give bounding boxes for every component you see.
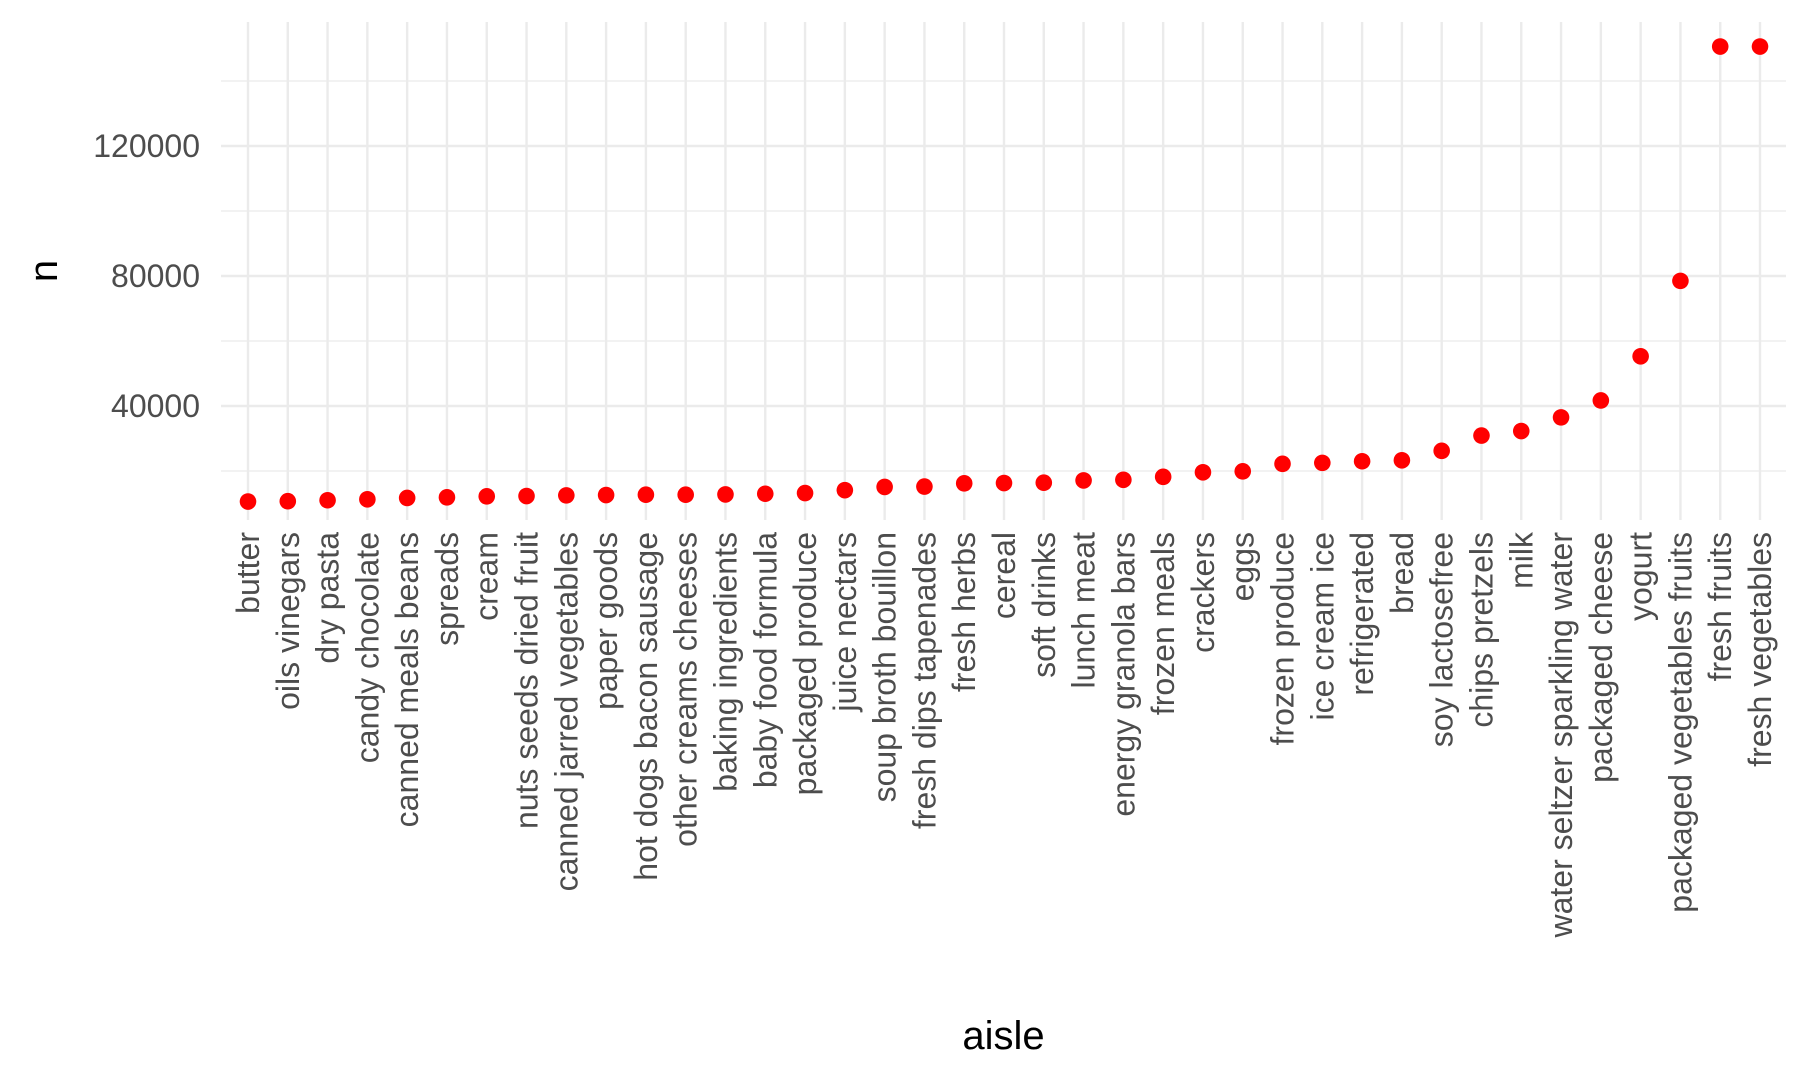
y-tick-label: 80000	[111, 258, 200, 294]
x-tick-label: packaged cheese	[1583, 532, 1619, 783]
x-tick-label: packaged vegetables fruits	[1662, 532, 1698, 913]
x-tick-label: soup broth bouillon	[867, 532, 903, 802]
data-point	[597, 486, 615, 504]
x-tick-label: paper goods	[588, 532, 624, 710]
x-tick-label: butter	[230, 532, 266, 614]
x-tick-label: candy chocolate	[349, 532, 385, 763]
data-point	[1154, 468, 1172, 486]
x-tick-label: fresh herbs	[946, 532, 982, 692]
y-axis-title: n	[22, 260, 66, 282]
data-point	[955, 475, 973, 492]
x-tick-label: milk	[1503, 531, 1539, 589]
x-tick-label: frozen meals	[1145, 532, 1181, 715]
data-point	[1433, 442, 1450, 460]
x-tick-label: soft drinks	[1026, 532, 1062, 678]
data-point	[1075, 472, 1092, 489]
x-tick-label: energy granola bars	[1105, 532, 1141, 817]
y-tick-label: 40000	[111, 388, 200, 424]
x-tick-label: juice nectars	[827, 532, 863, 713]
data-point	[1393, 451, 1411, 469]
x-tick-label: yogurt	[1623, 532, 1659, 621]
x-tick-label: cereal	[986, 532, 1022, 619]
data-points	[239, 38, 1769, 510]
data-point	[1751, 38, 1769, 55]
data-point	[1035, 474, 1053, 492]
data-point	[876, 478, 893, 496]
x-tick-label: canned jarred vegetables	[548, 532, 584, 891]
data-point	[756, 485, 774, 503]
y-tick-label: 120000	[93, 128, 200, 164]
x-tick-label: fresh vegetables	[1742, 532, 1778, 767]
data-point	[1672, 272, 1689, 290]
data-point	[1592, 392, 1610, 409]
x-tick-label: chips pretzels	[1463, 532, 1499, 728]
y-axis: 40000 80000 120000	[93, 128, 200, 424]
data-point	[478, 488, 496, 505]
x-tick-label: bread	[1384, 532, 1420, 614]
data-point	[1552, 409, 1570, 426]
x-tick-label: baking ingredients	[707, 532, 743, 792]
data-point	[1512, 422, 1530, 440]
data-point	[836, 481, 854, 499]
data-point	[319, 491, 336, 509]
data-point	[717, 486, 734, 503]
x-tick-label: lunch meat	[1066, 532, 1102, 689]
x-tick-label: packaged produce	[787, 532, 823, 795]
data-point	[279, 492, 297, 510]
x-tick-label: fresh fruits	[1702, 532, 1738, 681]
data-point	[995, 474, 1013, 492]
data-point	[677, 486, 694, 504]
x-axis: butter oils vinegars dry pasta candy chocol…	[230, 531, 1778, 938]
data-point	[796, 484, 814, 502]
data-point	[1274, 455, 1291, 473]
data-point	[1632, 347, 1649, 365]
x-tick-label: other creams cheeses	[668, 532, 704, 847]
data-point	[637, 486, 655, 504]
data-point	[1711, 38, 1729, 55]
x-tick-label: frozen produce	[1265, 532, 1301, 745]
x-axis-title: aisle	[962, 1014, 1044, 1058]
x-tick-label: soy lactosefree	[1424, 532, 1460, 747]
x-tick-label: refrigerated	[1344, 532, 1380, 696]
data-point	[1115, 471, 1132, 489]
x-tick-label: ice cream ice	[1304, 532, 1340, 721]
x-tick-label: spreads	[429, 532, 465, 646]
x-tick-label: hot dogs bacon sausage	[628, 532, 664, 881]
x-tick-label: crackers	[1185, 532, 1221, 653]
data-point	[1314, 454, 1331, 472]
data-point	[1353, 452, 1371, 470]
data-point	[1473, 427, 1490, 444]
x-tick-label: baby food formula	[747, 532, 783, 788]
data-point	[398, 489, 416, 507]
grid-lines	[221, 22, 1786, 520]
x-tick-label: oils vinegars	[270, 532, 306, 710]
data-point	[438, 489, 456, 506]
data-point	[359, 490, 376, 508]
data-point	[239, 493, 257, 510]
x-tick-label: fresh dips tapenades	[906, 532, 942, 829]
data-point	[558, 487, 575, 504]
data-point	[1194, 464, 1212, 481]
x-tick-label: cream	[469, 532, 505, 621]
data-point	[518, 487, 535, 505]
data-point	[916, 478, 933, 495]
x-tick-label: nuts seeds dried fruit	[509, 532, 545, 829]
data-point	[1234, 463, 1252, 480]
x-tick-label: dry pasta	[310, 532, 346, 664]
x-tick-label: eggs	[1225, 532, 1261, 601]
x-tick-label: water seltzer sparkling water	[1543, 532, 1579, 939]
x-tick-label: canned meals beans	[389, 532, 425, 827]
